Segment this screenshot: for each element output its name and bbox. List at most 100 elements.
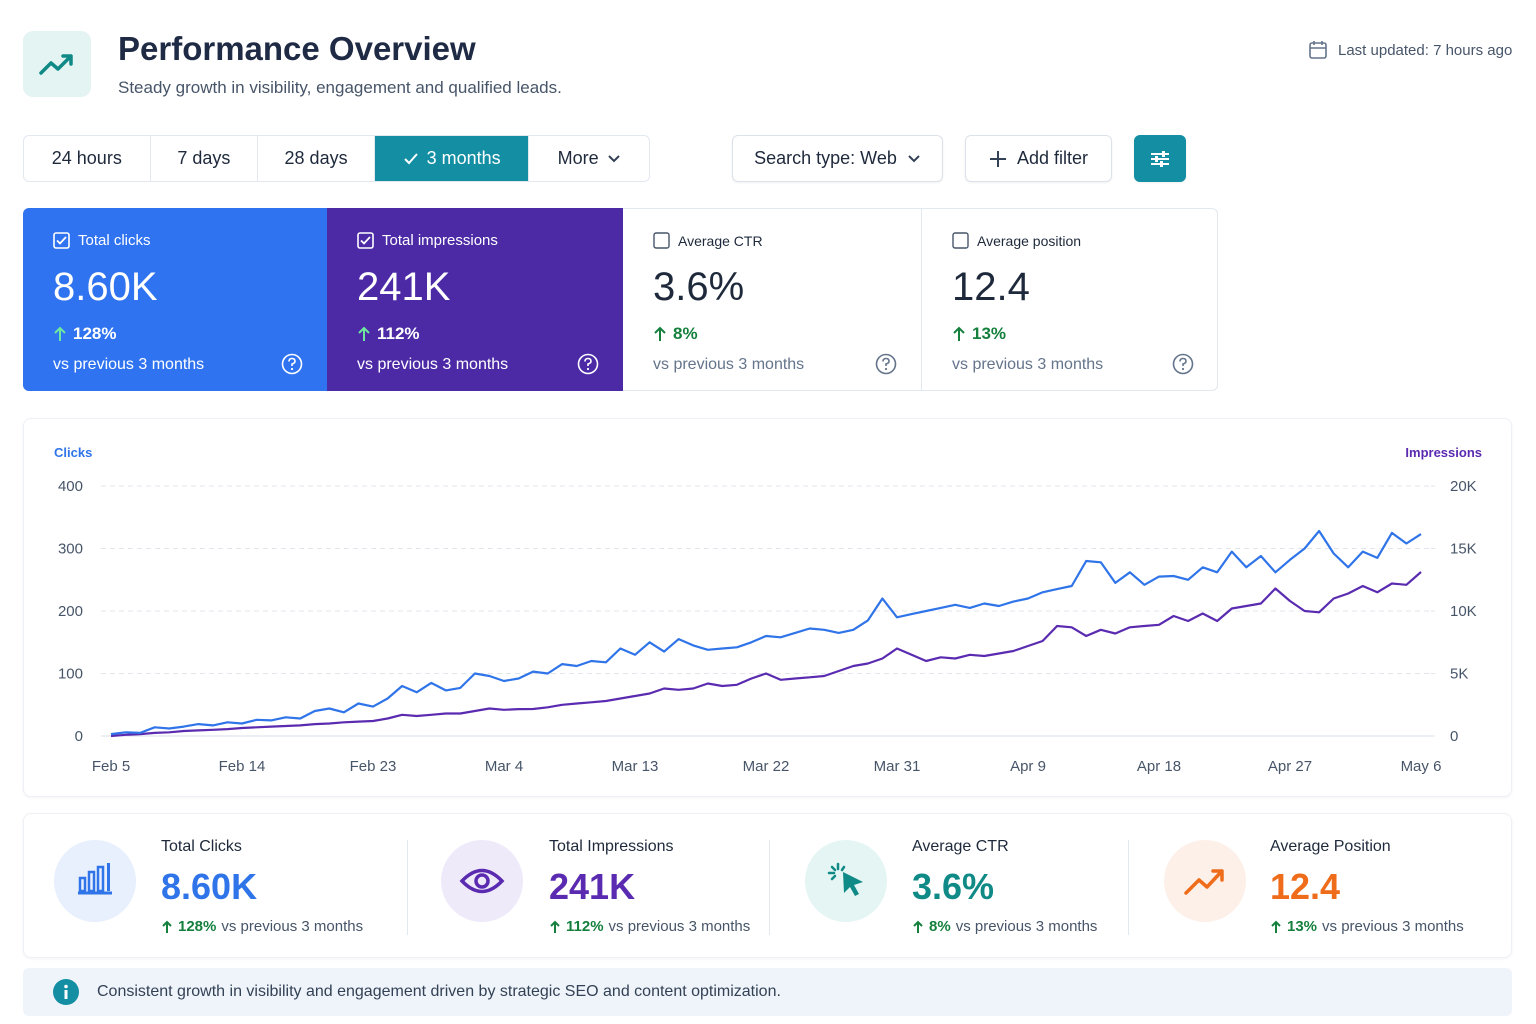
summary-item: Total Clicks 8.60K 128% vs previous 3 mon…: [161, 838, 363, 948]
add-filter-button[interactable]: Add filter: [965, 135, 1112, 182]
info-note: Consistent growth in visibility and enga…: [97, 983, 781, 1000]
info-bar: Consistent growth in visibility and enga…: [23, 968, 1512, 1016]
metric-label: Total clicks: [78, 232, 151, 249]
position-icon: [1164, 840, 1246, 922]
summary-value: 241K: [549, 866, 636, 907]
y-tick-label: 300: [58, 541, 83, 558]
metric-label: Average position: [977, 232, 1082, 249]
calendar-icon: [1309, 41, 1327, 59]
search-type-label: Search type: Web: [754, 148, 897, 168]
metric-comparison: vs previous 3 months: [952, 356, 1104, 373]
metric-value: 12.4: [952, 265, 1030, 309]
chart-panel: 0 100 200 300 400 0 5K 10K 15K 20K Feb 5 Feb 14 Feb …: [23, 418, 1512, 797]
impressions-icon: [441, 840, 523, 922]
summary-panel: [23, 813, 1512, 958]
checkbox: [952, 232, 969, 249]
help-icon[interactable]: [281, 353, 303, 375]
summary-value: 8.60K: [161, 866, 258, 907]
summary-item: Total Impressions 241K 112% vs previous 3…: [549, 838, 750, 948]
summary-label: Average CTR: [912, 838, 1009, 855]
metric-change: 112%: [377, 324, 420, 343]
summary-value: 12.4: [1270, 866, 1341, 907]
summary-item: Average CTR 3.6% 8% vs previous 3 months: [912, 838, 1097, 948]
x-tick-label: Mar 31: [874, 758, 921, 775]
summary-comparison: vs previous 3 months: [608, 918, 751, 935]
x-tick-label: Apr 27: [1268, 758, 1312, 775]
metric-comparison: vs previous 3 months: [53, 356, 205, 373]
up-arrow: [162, 920, 172, 933]
page-title: Performance Overview: [118, 30, 476, 67]
y2-tick-label: 0: [1450, 728, 1458, 745]
x-tick-label: Feb 23: [350, 758, 397, 775]
y2-tick-label: 10K: [1450, 603, 1477, 620]
metric-label: Total impressions: [382, 232, 498, 249]
divider: [769, 840, 770, 935]
x-tick-label: Feb 14: [219, 758, 266, 775]
summary-item: Average Position 12.4 13% vs previous 3 m…: [1270, 838, 1464, 948]
summary-comparison: vs previous 3 months: [1322, 918, 1464, 935]
series-line: [110, 529, 1422, 736]
summary-change: 112%: [566, 918, 604, 935]
help-icon[interactable]: [577, 353, 599, 375]
metric-label: Average CTR: [678, 232, 763, 249]
summary-change: 128%: [178, 918, 217, 935]
up-arrow: [654, 326, 666, 341]
chevron-icon: [908, 154, 920, 162]
y2-tick-label: 20K: [1450, 478, 1477, 495]
metric-value: 3.6%: [653, 265, 745, 309]
y2-tick-label: 15K: [1450, 541, 1477, 558]
search-type-select[interactable]: Search type: Web: [732, 135, 943, 182]
summary-label: Total Impressions: [549, 838, 674, 855]
add-filter-label: Add filter: [1016, 148, 1089, 168]
plus-icon: [989, 150, 1006, 167]
card-divider: [921, 208, 922, 391]
metric-comparison: vs previous 3 months: [653, 356, 805, 373]
last-updated: Last updated: 7 hours ago: [1338, 42, 1513, 59]
up-arrow: [913, 920, 923, 933]
range-tab-active[interactable]: 3 months: [374, 136, 530, 181]
help-icon[interactable]: [1172, 353, 1194, 375]
checkbox-checked: [357, 232, 374, 249]
range-tab[interactable]: 24 hours: [24, 136, 151, 181]
x-tick-label: Feb 5: [92, 758, 130, 775]
x-tick-label: Apr 9: [1010, 758, 1046, 775]
metric-value: 241K: [357, 265, 451, 309]
up-arrow: [953, 326, 965, 341]
series-line: [110, 571, 1422, 738]
check-icon: [403, 152, 418, 164]
summary-change: 8%: [929, 918, 951, 935]
metric-card[interactable]: Average position 12.4 13% vs previous 3 …: [922, 208, 1218, 391]
summary-label: Average Position: [1270, 838, 1391, 855]
up-arrow: [54, 326, 66, 341]
range-tab[interactable]: 28 days: [258, 136, 375, 181]
divider: [407, 840, 408, 935]
checkbox-checked: [53, 232, 70, 249]
axis-title: Clicks: [54, 445, 92, 460]
up-arrow: [550, 920, 560, 933]
metric-card-frame: [623, 208, 1218, 391]
chevron-icon: [607, 154, 620, 162]
metric-card[interactable]: Total impressions 241K 112% vs previous …: [327, 208, 623, 391]
x-tick-label: Mar 4: [485, 758, 523, 775]
x-tick-label: Mar 22: [743, 758, 790, 775]
page-subtitle: Steady growth in visibility, engagement …: [118, 78, 562, 97]
summary-comparison: vs previous 3 months: [221, 918, 364, 935]
metric-value: 8.60K: [53, 265, 158, 309]
summary-value: 3.6%: [912, 866, 995, 907]
trend-icon: [39, 54, 73, 75]
y-tick-label: 200: [58, 603, 83, 620]
filter-settings-button[interactable]: [1134, 135, 1186, 182]
summary-label: Total Clicks: [161, 838, 242, 855]
range-tab-more[interactable]: More: [529, 136, 649, 181]
checkbox: [653, 232, 670, 249]
metric-card[interactable]: Total clicks 8.60K 128% vs previous 3 mo…: [23, 208, 327, 391]
range-tab-label: More: [557, 148, 599, 168]
range-tab[interactable]: 7 days: [151, 136, 259, 181]
metric-change: 128%: [73, 324, 117, 343]
range-tabs: 24 hours 7 days 28 days 3 months More: [23, 135, 650, 182]
ctr-icon: [805, 840, 887, 922]
metric-card[interactable]: Average CTR 3.6% 8% vs previous 3 months: [623, 208, 921, 391]
divider: [1128, 840, 1129, 935]
help-icon[interactable]: [875, 353, 897, 375]
metric-comparison: vs previous 3 months: [357, 356, 509, 373]
